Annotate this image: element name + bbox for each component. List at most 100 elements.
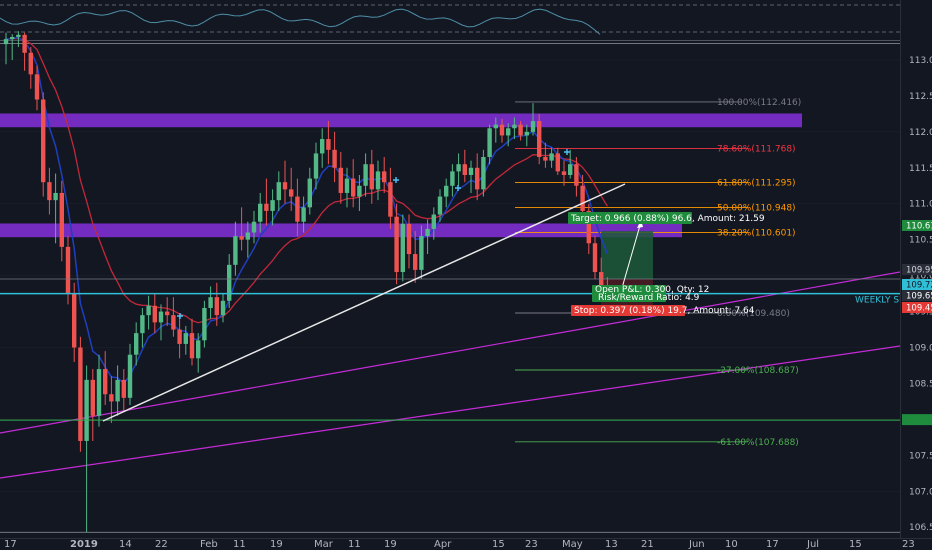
- candle-body: [413, 254, 418, 270]
- signal-marker: [393, 177, 399, 183]
- candle-body: [499, 124, 505, 136]
- price-badge-label: 109.725: [906, 281, 932, 291]
- price-tick-label: 112.500: [909, 92, 932, 102]
- price-badge: [902, 279, 932, 290]
- price-badge: [902, 290, 932, 301]
- price-tick-label: 113.000: [909, 56, 932, 66]
- candle-body: [214, 297, 219, 316]
- candle-body: [307, 178, 312, 208]
- candle-body: [555, 153, 560, 172]
- candle-body: [493, 124, 498, 129]
- candle-body: [530, 121, 536, 132]
- price-badge: [902, 302, 932, 313]
- candle-body: [152, 305, 157, 323]
- candle-body: [16, 34, 21, 37]
- candle-body: [338, 167, 343, 193]
- candle-body: [468, 167, 474, 175]
- price-badge-label: 109.456: [906, 304, 932, 314]
- fib-level-label: 78.60%(111.768): [717, 145, 796, 155]
- candle-body: [59, 192, 64, 247]
- time-tick-label: Apr: [434, 539, 452, 550]
- stop-label-box: [571, 305, 685, 316]
- price-badge-label: 110.619: [906, 222, 932, 232]
- candle-body: [96, 369, 102, 416]
- time-tick-label: 17: [4, 539, 17, 550]
- candle-body: [65, 246, 71, 294]
- price-tick-label: 112.000: [909, 128, 932, 138]
- candle-body: [537, 121, 542, 158]
- price-tick-label: 109.000: [909, 344, 932, 354]
- candle-body: [208, 297, 213, 308]
- candle-body: [406, 223, 412, 255]
- candle-body: [425, 228, 430, 237]
- time-tick-label: 23: [902, 539, 915, 550]
- candle-body: [165, 311, 170, 316]
- ema-lines: [5, 36, 609, 385]
- price-badge-label: 109.953: [906, 266, 932, 276]
- candle-body: [258, 203, 263, 222]
- candle-body: [586, 210, 591, 244]
- target-label-box: [568, 212, 692, 224]
- green-line-badge: [902, 414, 932, 426]
- price-tick-label: 111.000: [909, 200, 932, 210]
- candle-body: [344, 178, 350, 193]
- candle-body: [90, 379, 95, 416]
- candle-body: [239, 236, 244, 240]
- candle-body: [41, 99, 46, 183]
- price-tick-label: 110.000: [909, 272, 932, 282]
- weekly-support-label: WEEKLY SUPPORT: [855, 296, 932, 306]
- candle-body: [28, 52, 33, 75]
- candle-body: [53, 192, 58, 201]
- candle-body: [437, 196, 443, 215]
- pnl-label: Open P&L: 0.300, Qty: 12: [595, 285, 709, 295]
- candle-body: [481, 157, 486, 190]
- candle-body: [320, 139, 325, 154]
- candle-body: [202, 307, 207, 341]
- candle-body: [220, 300, 226, 316]
- channel-upper-line: [0, 271, 901, 434]
- candle-body: [78, 347, 83, 441]
- candle-body: [506, 128, 511, 136]
- time-tick-label: 19: [270, 539, 283, 550]
- candle-body: [10, 36, 15, 40]
- resistance-zone: [0, 223, 682, 238]
- time-axis: 17 2019 14 22 Feb 11 19 Mar 11 19 Apr 15 23 May 13 21 Ju…: [0, 538, 932, 550]
- time-tick-label: 17: [766, 539, 779, 550]
- fib-level-label: 50.00%(110.948): [717, 203, 796, 213]
- candle-body: [431, 214, 436, 229]
- rsi-pane: [0, 4, 932, 41]
- time-tick-label: 23: [525, 539, 538, 550]
- signal-marker: [455, 185, 461, 191]
- rising-trendline: [102, 183, 626, 422]
- candle-body: [264, 203, 269, 211]
- candle-body: [227, 264, 232, 301]
- candle-body: [189, 333, 195, 359]
- candle-body: [419, 236, 424, 270]
- candle-body: [276, 182, 281, 201]
- time-tick-label: Feb: [200, 539, 218, 550]
- time-tick-label: 13: [605, 539, 618, 550]
- candle-body: [313, 153, 319, 179]
- candlesticks: [3, 31, 610, 533]
- fib-level-label: 0.00%(109.480): [717, 309, 790, 319]
- candle-body: [121, 379, 126, 398]
- candle-body: [245, 232, 250, 240]
- price-tick-label: 110.500: [909, 236, 932, 246]
- candle-body: [475, 167, 480, 190]
- rr-label: Risk/Reward Ratio: 4.9: [598, 293, 700, 303]
- candle-body: [251, 221, 257, 233]
- candle-body: [512, 124, 517, 129]
- rsi-line: [0, 8, 601, 35]
- candle-body: [524, 131, 529, 136]
- candle-body: [158, 311, 164, 323]
- time-tick-label: 15: [492, 539, 505, 550]
- candle-body: [84, 379, 89, 441]
- candle-body: [171, 315, 176, 330]
- target-label: Target: 0.966 (0.88%) 96.6, Amount: 21.5…: [570, 214, 765, 224]
- candle-body: [357, 185, 362, 197]
- fib-level-label: 100.00%(112.416): [717, 98, 801, 108]
- price-tick-label: 106.500: [909, 523, 932, 533]
- candle-body: [34, 74, 40, 100]
- candle-body: [22, 34, 27, 53]
